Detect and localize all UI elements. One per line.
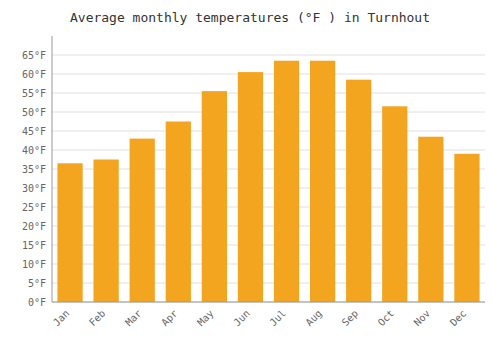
- y-tick-label: 30°F: [22, 183, 46, 194]
- x-tick-label: Oct: [376, 308, 397, 329]
- bars: [57, 61, 479, 302]
- y-tick-label: 15°F: [22, 240, 46, 251]
- x-tick-label: Nov: [412, 308, 433, 329]
- x-tick-label: Mar: [123, 308, 144, 329]
- y-tick-label: 65°F: [22, 50, 46, 61]
- grid-line: [52, 93, 485, 94]
- bar: [93, 160, 118, 303]
- x-tick-label: Jan: [51, 308, 72, 329]
- grid-line: [52, 112, 485, 113]
- x-tick-label: Aug: [303, 308, 324, 329]
- y-tick-label: 55°F: [22, 88, 46, 99]
- y-tick-label: 25°F: [22, 202, 46, 213]
- x-tick-label: Sep: [340, 308, 361, 329]
- x-tick-label: May: [195, 308, 216, 329]
- y-tick-label: 40°F: [22, 145, 46, 156]
- y-axis-line: [52, 36, 53, 302]
- y-tick-label: 35°F: [22, 164, 46, 175]
- grid-line: [52, 131, 485, 132]
- bar: [418, 137, 443, 302]
- bar: [382, 106, 407, 302]
- x-axis-line: [52, 302, 485, 303]
- chart: Average monthly temperatures (°F ) in Tu…: [0, 0, 500, 350]
- bar: [57, 163, 82, 302]
- x-tick-label: Dec: [448, 308, 469, 329]
- x-tick-label: Feb: [87, 308, 108, 329]
- bar: [346, 80, 371, 302]
- y-tick-label: 50°F: [22, 107, 46, 118]
- x-tick-label: Jul: [267, 308, 288, 329]
- grid-line: [52, 302, 485, 303]
- x-tick-label: Apr: [159, 308, 180, 329]
- y-tick-label: 60°F: [22, 69, 46, 80]
- bar: [166, 122, 191, 303]
- grid-line: [52, 55, 485, 56]
- y-tick-label: 45°F: [22, 126, 46, 137]
- bar: [238, 72, 263, 302]
- grid-line: [52, 74, 485, 75]
- bar: [310, 61, 335, 302]
- bar: [202, 91, 227, 302]
- y-grid: [52, 55, 485, 302]
- y-tick-label: 20°F: [22, 221, 46, 232]
- bar: [454, 154, 479, 302]
- title: Average monthly temperatures (°F ) in Tu…: [70, 10, 430, 25]
- bar: [130, 139, 155, 302]
- x-tick-label: Jun: [231, 308, 252, 329]
- bar: [274, 61, 299, 302]
- y-tick-label: 0°F: [28, 297, 46, 308]
- y-tick-label: 5°F: [28, 278, 46, 289]
- y-tick-label: 10°F: [22, 259, 46, 270]
